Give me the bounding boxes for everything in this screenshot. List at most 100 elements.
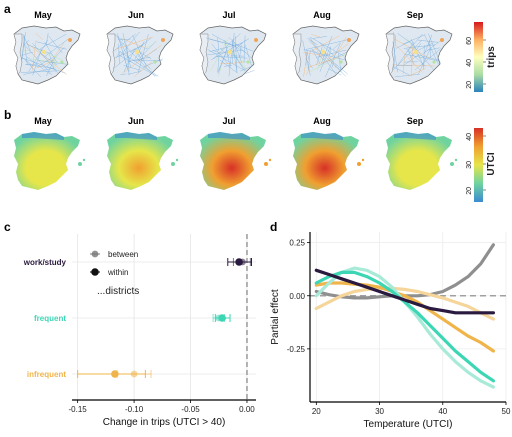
panel-b-month-label: Aug — [313, 116, 331, 126]
flow-line — [245, 70, 255, 74]
north-coast — [301, 132, 343, 140]
flow-line — [217, 56, 220, 73]
flow-line — [48, 35, 63, 54]
utci-map — [107, 132, 179, 190]
flow-line — [306, 39, 349, 50]
utci-region — [107, 132, 173, 190]
trips-map — [13, 25, 81, 85]
colorbar-tick-label: 30 — [466, 161, 473, 169]
flow-line — [212, 33, 241, 60]
flow-line — [20, 70, 57, 73]
flow-line — [306, 56, 341, 69]
flow-line — [414, 48, 442, 71]
legend-label-between: between — [108, 250, 138, 259]
hub-valencia — [432, 60, 436, 64]
flow-line — [144, 62, 151, 69]
hub-valencia — [60, 60, 64, 64]
panel-b-maps: 20 30 40 UTCI — [14, 128, 497, 202]
flow-line — [328, 68, 342, 76]
panel-c-chart: -0.15 -0.10 -0.05 0.00 Change in trips (UTCI… — [23, 234, 256, 428]
flow-line — [424, 34, 433, 54]
flow-line — [44, 42, 58, 63]
data-point — [235, 258, 243, 266]
flow-line — [309, 37, 337, 76]
y-tick-label: -0.25 — [287, 345, 306, 354]
flow-line — [308, 40, 346, 77]
flow-line — [120, 38, 145, 48]
panel-b-letter: b — [4, 108, 12, 122]
effect-curve — [314, 268, 495, 315]
x-axis-label: Temperature (UTCI) — [364, 419, 453, 430]
flow-line — [426, 47, 440, 51]
flow-line — [393, 39, 423, 71]
balearic-island — [171, 162, 175, 166]
hub-madrid — [413, 49, 419, 55]
flow-line — [222, 39, 248, 70]
trips-map — [199, 25, 267, 85]
colorbar-tick-label: 60 — [466, 37, 473, 45]
flow-line — [397, 41, 415, 67]
y-tick-label: 0.00 — [289, 292, 305, 301]
x-tick-label: 20 — [312, 407, 321, 416]
x-tick-label: -0.15 — [69, 405, 88, 414]
flow-line — [126, 44, 130, 72]
panel-a-maps: 20 40 60 trips — [13, 22, 497, 92]
panel-a-month-label: Sep — [406, 10, 424, 20]
hub-madrid — [41, 49, 47, 55]
flow-line — [402, 34, 426, 45]
panel-b-month-label: Sep — [406, 116, 424, 126]
balearic-island — [268, 158, 272, 162]
legend-key-between — [91, 250, 99, 258]
panel-c-letter: c — [4, 220, 11, 234]
flow-line — [134, 61, 152, 77]
flow-line — [429, 40, 431, 58]
utci-region — [14, 132, 80, 190]
portugal-shape — [199, 33, 209, 75]
flow-line — [404, 53, 439, 62]
flow-line — [127, 56, 151, 63]
panel-d-letter: d — [270, 220, 278, 234]
north-coast — [22, 132, 64, 140]
flow-line — [393, 35, 396, 69]
flow-line — [116, 51, 121, 58]
legend-key-within — [91, 268, 99, 276]
hub-madrid — [227, 49, 233, 55]
flow-line — [312, 36, 327, 39]
balearic-island — [450, 162, 454, 166]
flow-line — [118, 43, 120, 64]
flow-line — [224, 40, 231, 68]
data-point — [111, 370, 119, 378]
effect-curve — [314, 286, 495, 321]
flow-line — [405, 48, 426, 67]
legend-label-within: within — [107, 268, 128, 277]
flow-line — [119, 51, 159, 77]
flow-line — [132, 35, 147, 67]
flow-line — [119, 31, 140, 57]
utci-map — [200, 132, 272, 190]
x-tick-label: -0.05 — [181, 405, 200, 414]
flow-line — [217, 47, 228, 74]
colorbar-title: trips — [486, 46, 497, 68]
hub-valencia — [339, 60, 343, 64]
north-coast — [115, 132, 157, 140]
flow-line — [232, 41, 238, 73]
flow-line — [118, 54, 157, 77]
flow-line — [394, 74, 420, 78]
flow-line — [22, 57, 41, 78]
hub-madrid — [134, 49, 140, 55]
flow-line — [30, 58, 70, 65]
flow-line — [306, 49, 310, 60]
flow-line — [224, 65, 232, 67]
flow-line — [311, 34, 321, 38]
utci-region — [200, 132, 266, 190]
flow-line — [118, 38, 131, 40]
flow-line — [244, 44, 252, 67]
north-coast — [208, 132, 250, 140]
flow-line — [219, 59, 238, 74]
flow-line — [310, 35, 340, 52]
category-label: work/study — [23, 258, 67, 267]
flow-line — [309, 36, 345, 57]
hub-barcelona — [161, 38, 165, 42]
panel-a-letter: a — [4, 2, 11, 16]
north-coast — [394, 132, 436, 140]
